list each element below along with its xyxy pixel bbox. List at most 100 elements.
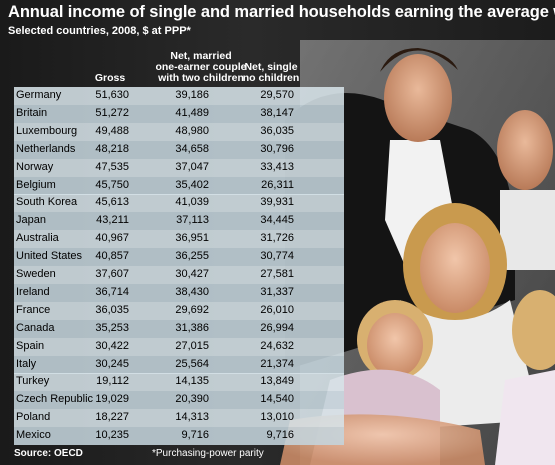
married-cell: 34,658	[175, 142, 209, 155]
chart-subtitle: Selected countries, 2008, $ at PPP*	[8, 25, 191, 37]
gross-cell: 30,422	[95, 339, 129, 352]
table-row: Canada 35,253 31,386 26,994	[14, 319, 344, 338]
gross-cell: 10,235	[95, 429, 129, 442]
table-row: United States 40,857 36,255 30,774	[14, 248, 344, 267]
married-cell: 31,386	[175, 321, 209, 334]
country-cell: Netherlands	[16, 142, 76, 155]
gross-cell: 37,607	[95, 268, 129, 280]
column-header-gross: Gross	[82, 73, 138, 84]
column-header-married-line2: one-earner couple	[155, 61, 247, 73]
married-cell: 35,402	[175, 178, 209, 191]
single-cell: 13,010	[260, 411, 294, 424]
gross-cell: 45,750	[95, 178, 129, 191]
single-cell: 31,726	[260, 232, 294, 245]
table-row: Poland 18,227 14,313 13,010	[14, 409, 344, 428]
table-row: Sweden 37,607 30,427 27,581	[14, 266, 344, 284]
married-cell: 37,113	[176, 214, 209, 227]
gross-cell: 51,630	[95, 89, 129, 101]
gross-cell: 36,035	[95, 303, 129, 316]
country-cell: Belgium	[16, 178, 56, 191]
married-cell: 48,980	[175, 124, 209, 137]
country-cell: Czech Republic	[16, 393, 94, 406]
column-header-married-line1: Net, married	[170, 50, 232, 62]
column-header-single-line1: Net, single	[244, 61, 298, 73]
table-row: Luxembourg 49,488 48,980 36,035	[14, 122, 344, 141]
table-row: Netherlands 48,218 34,658 30,796	[14, 140, 344, 159]
country-cell: Luxembourg	[16, 124, 78, 137]
country-cell: South Korea	[16, 196, 78, 209]
country-cell: Mexico	[16, 429, 51, 442]
table-row: Australia 40,967 36,951 31,726	[14, 230, 344, 249]
table-row: Spain 30,422 27,015 24,632	[14, 337, 344, 356]
table-row: Norway 47,535 37,047 33,413	[14, 158, 344, 177]
table-row: Germany 51,630 39,186 29,570	[14, 87, 344, 105]
gross-cell: 19,112	[96, 375, 129, 388]
married-cell: 14,135	[175, 375, 209, 388]
country-cell: France	[16, 303, 51, 316]
single-cell: 26,010	[260, 303, 294, 316]
column-header-married-line3: with two children	[158, 72, 244, 84]
single-cell: 26,994	[260, 321, 294, 334]
single-cell: 24,632	[260, 339, 294, 352]
gross-cell: 19,029	[95, 393, 129, 406]
married-cell: 25,564	[175, 357, 209, 370]
single-cell: 27,581	[260, 268, 294, 280]
single-cell: 21,374	[260, 357, 294, 370]
married-cell: 29,692	[175, 303, 209, 316]
gross-cell: 36,714	[95, 285, 129, 298]
married-cell: 20,390	[175, 393, 209, 406]
married-cell: 41,489	[175, 106, 209, 119]
country-cell: Poland	[16, 411, 51, 424]
gross-cell: 18,227	[95, 411, 129, 424]
single-cell: 36,035	[260, 124, 294, 137]
country-cell: Ireland	[16, 285, 50, 298]
married-cell: 38,430	[175, 285, 209, 298]
column-header-married: Net, married one-earner couple with two …	[146, 51, 256, 84]
table-row: Britain 51,272 41,489 38,147	[14, 104, 344, 123]
married-cell: 27,015	[175, 339, 209, 352]
country-cell: Italy	[16, 357, 37, 370]
footnote: *Purchasing-power parity	[152, 448, 264, 459]
gross-cell: 47,535	[95, 160, 129, 173]
column-header-single-line2: no children	[242, 72, 300, 84]
table-row: Japan 43,211 37,113 34,445	[14, 212, 344, 231]
column-header-single: Net, single no children	[226, 62, 316, 84]
table-row: South Korea 45,613 41,039 39,931	[14, 194, 344, 213]
table-row: Italy 30,245 25,564 21,374	[14, 355, 344, 374]
country-cell: Germany	[16, 89, 62, 101]
gross-cell: 51,272	[95, 106, 129, 119]
country-cell: Turkey	[16, 375, 50, 388]
chart-title: Annual income of single and married hous…	[8, 3, 555, 21]
table-row: Czech Republic 19,029 20,390 14,540	[14, 391, 344, 410]
table-row: Ireland 36,714 38,430 31,337	[14, 283, 344, 302]
single-cell: 29,570	[260, 89, 294, 101]
gross-cell: 49,488	[95, 124, 129, 137]
column-header-gross-line1: Gross	[94, 72, 126, 84]
country-cell: Japan	[16, 214, 46, 227]
table-row: Turkey 19,112 14,135 13,849	[14, 373, 344, 392]
married-cell: 36,951	[175, 232, 209, 245]
single-cell: 34,445	[260, 214, 294, 227]
single-cell: 30,774	[260, 250, 294, 263]
table-row: Mexico 10,235 9,716 9,716	[14, 427, 344, 446]
gross-cell: 40,967	[95, 232, 129, 245]
married-cell: 39,186	[175, 89, 209, 101]
single-cell: 26,311	[261, 178, 294, 191]
table-row: Belgium 45,750 35,402 26,311	[14, 176, 344, 195]
married-cell: 30,427	[175, 268, 209, 280]
single-cell: 33,413	[260, 160, 294, 173]
married-cell: 41,039	[175, 196, 209, 209]
single-cell: 39,931	[260, 196, 294, 209]
country-cell: Sweden	[16, 268, 56, 280]
gross-cell: 30,245	[95, 357, 129, 370]
country-cell: Spain	[16, 339, 45, 352]
married-cell: 36,255	[175, 250, 209, 263]
single-cell: 30,796	[260, 142, 294, 155]
married-cell: 9,716	[181, 429, 209, 442]
gross-cell: 40,857	[95, 250, 129, 263]
gross-cell: 48,218	[95, 142, 129, 155]
country-cell: Norway	[16, 160, 54, 173]
country-cell: Britain	[16, 106, 48, 119]
single-cell: 31,337	[260, 285, 294, 298]
